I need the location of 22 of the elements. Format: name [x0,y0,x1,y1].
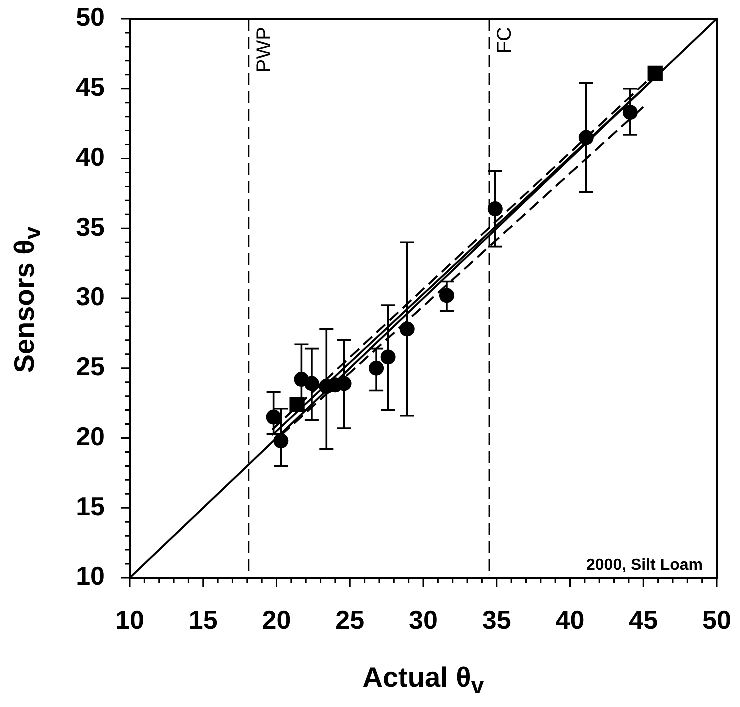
y-tick-label: 25 [76,352,105,382]
x-tick-label: 25 [336,604,365,635]
x-tick-label: 30 [409,604,438,635]
x-axis-title: Actual θ$_{v}$ [362,662,484,699]
x-tick-label: 15 [188,604,218,635]
y-tick-label: 20 [76,421,105,452]
x-tick-label: 35 [482,604,512,635]
x-tick-label: 50 [702,604,732,635]
ref-line-label: FC [494,27,516,54]
y-tick-label: 50 [76,2,105,32]
annotation: 2000, Silt Loam [586,557,703,574]
y-tick-label: 15 [76,491,105,522]
x-tick-label: 10 [116,604,144,635]
y-tick-label: 35 [76,212,105,242]
x-tick-label: 20 [262,604,292,635]
x-tick-label: 40 [556,604,585,635]
y-tick-label: 30 [76,282,105,312]
y-tick-label: 45 [76,72,105,102]
ref-line-label: PWP [253,27,276,73]
x-tick-label: 45 [629,604,658,635]
y-tick-label: 10 [76,561,105,592]
y-tick-label: 40 [76,142,105,172]
